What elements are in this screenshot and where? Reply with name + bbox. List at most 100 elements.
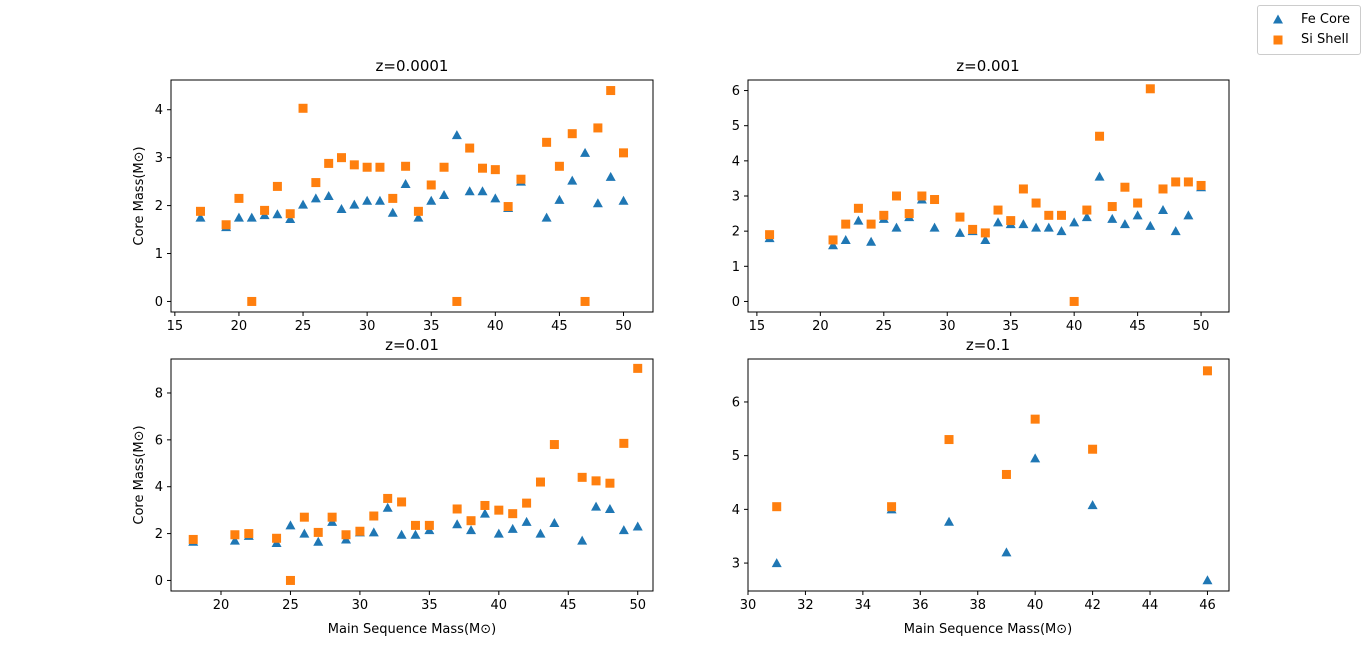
fe-core-point bbox=[592, 198, 603, 208]
x-tick-label: 15 bbox=[749, 319, 766, 334]
fe-core-point bbox=[771, 558, 782, 568]
y-tick-label: 2 bbox=[155, 527, 163, 542]
x-tick-label: 45 bbox=[551, 319, 568, 334]
si-shell-point bbox=[944, 435, 954, 445]
plot-frame bbox=[170, 79, 654, 313]
fe-core-point bbox=[567, 175, 578, 185]
si-shell-point bbox=[313, 527, 323, 537]
fe-core-point bbox=[605, 171, 616, 181]
si-shell-point bbox=[591, 476, 601, 486]
y-tick-label: 4 bbox=[155, 103, 163, 118]
x-tick-label: 36 bbox=[912, 598, 929, 613]
si-shell-point bbox=[426, 180, 436, 190]
y-tick-label: 0 bbox=[155, 574, 163, 589]
y-tick-label: 1 bbox=[732, 260, 740, 275]
si-shell-point bbox=[772, 502, 782, 512]
x-tick-label: 35 bbox=[1002, 319, 1019, 334]
si-shell-point bbox=[413, 206, 423, 216]
x-axis-label: Main Sequence Mass(M⊙) bbox=[328, 622, 496, 637]
si-shell-point bbox=[234, 193, 244, 203]
si-shell-point bbox=[1095, 131, 1105, 141]
si-shell-point bbox=[554, 161, 564, 171]
si-shell-point bbox=[324, 158, 334, 168]
si-shell-point bbox=[1120, 182, 1130, 192]
data-points bbox=[771, 366, 1213, 585]
axis-ticks: 20 25 30 35 40 45 50 0 2 4 6 8 bbox=[155, 386, 646, 613]
fe-core-point bbox=[382, 502, 393, 512]
si-shell-point bbox=[230, 530, 240, 540]
x-tick-label: 40 bbox=[487, 319, 504, 334]
x-tick-label: 30 bbox=[359, 319, 376, 334]
si-shell-point bbox=[1088, 444, 1098, 454]
si-shell-point bbox=[299, 512, 309, 522]
y-axis-label: Core Mass(M⊙) bbox=[132, 146, 147, 245]
fe-core-point bbox=[477, 186, 488, 196]
x-tick-label: 20 bbox=[231, 319, 248, 334]
si-shell-point bbox=[388, 193, 398, 203]
fe-core-point bbox=[618, 525, 629, 535]
fe-core-point bbox=[1056, 226, 1067, 236]
x-tick-label: 35 bbox=[421, 598, 438, 613]
si-shell-point bbox=[1030, 414, 1040, 424]
si-shell-point bbox=[221, 220, 231, 230]
fe-core-point bbox=[452, 519, 463, 529]
fe-core-point bbox=[944, 516, 955, 526]
si-shell-point bbox=[542, 137, 552, 147]
x-tick-label: 45 bbox=[560, 598, 577, 613]
fe-core-point bbox=[1170, 226, 1181, 236]
fe-core-point bbox=[362, 195, 373, 205]
si-shell-point bbox=[522, 498, 532, 508]
fe-core-point bbox=[349, 199, 360, 209]
fe-core-point bbox=[466, 525, 477, 535]
x-tick-label: 35 bbox=[423, 319, 440, 334]
x-tick-label: 38 bbox=[969, 598, 986, 613]
fe-core-point bbox=[387, 207, 398, 217]
fe-core-point bbox=[323, 191, 334, 200]
si-shell-point bbox=[567, 129, 577, 139]
fe-core-point bbox=[866, 236, 877, 246]
si-shell-point bbox=[1069, 296, 1079, 306]
si-shell-point bbox=[336, 153, 346, 163]
plot-frame bbox=[747, 79, 1230, 313]
x-tick-label: 20 bbox=[213, 598, 230, 613]
si-shell-point bbox=[1158, 184, 1168, 194]
si-shell-point bbox=[1018, 184, 1028, 194]
si-shell-point bbox=[968, 224, 978, 234]
fe-core-point bbox=[413, 212, 424, 222]
x-tick-label: 25 bbox=[282, 598, 299, 613]
y-tick-label: 5 bbox=[732, 119, 740, 134]
si-shell-point bbox=[904, 209, 914, 219]
fe-core-point bbox=[299, 528, 310, 538]
fe-core-point bbox=[410, 529, 421, 539]
si-shell-point bbox=[311, 178, 321, 188]
x-tick-label: 20 bbox=[812, 319, 829, 334]
si-shell-point bbox=[244, 529, 254, 539]
x-axis-label: Main Sequence Mass(M⊙) bbox=[904, 622, 1072, 637]
fe-core-point bbox=[1030, 453, 1041, 463]
si-shell-point bbox=[355, 526, 365, 536]
fe-core-point bbox=[632, 521, 643, 531]
si-shell-point bbox=[452, 296, 462, 306]
legend: Fe Core Si Shell bbox=[1257, 5, 1361, 55]
fe-core-point bbox=[1119, 219, 1130, 229]
y-tick-label: 6 bbox=[155, 433, 163, 448]
square-marker-icon bbox=[1273, 35, 1283, 45]
y-tick-label: 2 bbox=[155, 199, 163, 214]
si-shell-point bbox=[439, 162, 449, 172]
fe-core-point bbox=[954, 227, 965, 237]
fe-core-point bbox=[1001, 547, 1012, 557]
si-shell-point bbox=[605, 478, 615, 488]
si-shell-point bbox=[580, 296, 590, 306]
fe-core-point bbox=[1069, 217, 1080, 227]
fe-core-point bbox=[1202, 575, 1213, 585]
triangle-marker-icon bbox=[1273, 14, 1283, 24]
fe-core-point bbox=[549, 518, 560, 528]
fe-core-point bbox=[1081, 212, 1092, 222]
si-shell-point bbox=[535, 477, 545, 487]
x-tick-label: 15 bbox=[167, 319, 184, 334]
fe-core-point bbox=[272, 209, 283, 219]
fe-core-point bbox=[1145, 220, 1156, 230]
subplot-title: z=0.01 bbox=[385, 336, 439, 354]
si-shell-point bbox=[480, 500, 490, 510]
si-shell-point bbox=[879, 210, 889, 220]
